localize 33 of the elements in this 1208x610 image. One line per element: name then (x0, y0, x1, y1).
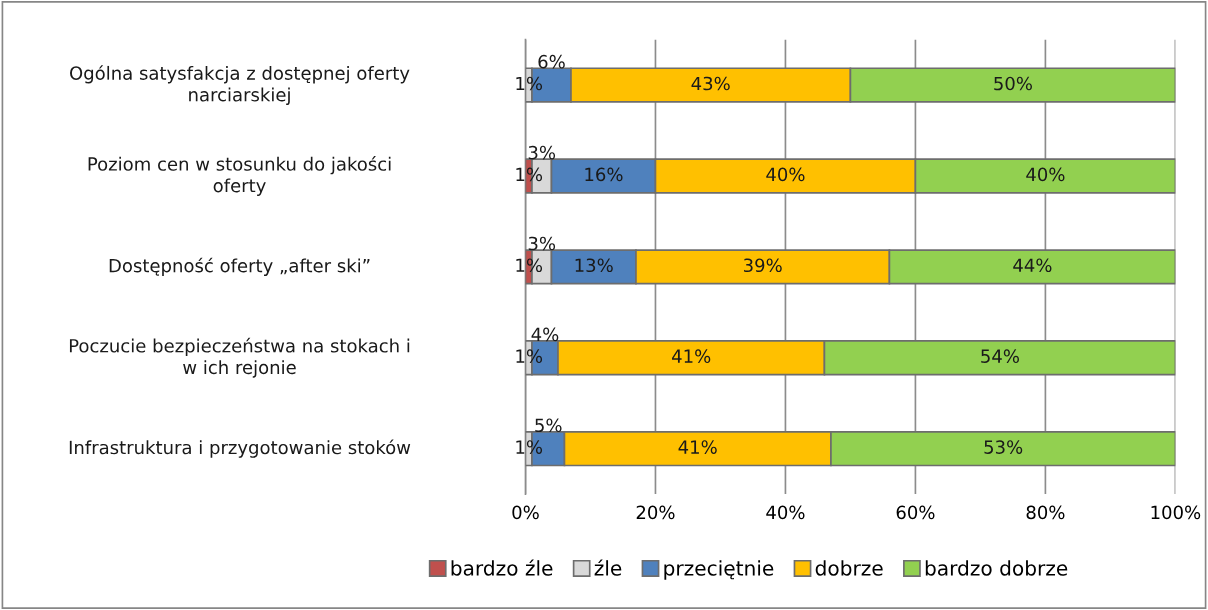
data-label: 40% (1026, 167, 1065, 182)
data-label: 13% (575, 258, 613, 273)
data-label: 41% (678, 440, 717, 454)
data-label: 4% (531, 327, 559, 342)
legend-label: bardzo źle (451, 559, 553, 576)
y-tick-label: Ogólna satysfakcja z dostępnej oferty narciarskiej (70, 65, 410, 105)
y-tick-label: Dostępność oferty „after ski” (109, 257, 370, 276)
data-label: 41% (672, 349, 711, 363)
data-label: 6% (538, 54, 565, 69)
data-label: 54% (981, 349, 1019, 363)
x-tick-label: 40% (766, 505, 805, 520)
data-label: 3% (528, 236, 556, 251)
y-tick-label: Poczucie bezpieczeństwa na stokach i w ich rejonie (69, 337, 410, 378)
data-label: 40% (766, 167, 805, 182)
data-label: 16% (585, 167, 623, 182)
x-tick-label: 100% (1151, 505, 1201, 520)
x-tick-label: 20% (636, 505, 675, 520)
x-tick-label: 60% (896, 505, 935, 520)
data-label: 43% (691, 76, 730, 91)
x-tick-label: 0% (512, 505, 539, 520)
data-label: 3% (528, 145, 556, 160)
legend-label: bardzo dobrze (925, 560, 1068, 576)
data-label: 5% (535, 418, 562, 433)
data-label: 53% (984, 440, 1023, 454)
data-label: 39% (744, 258, 782, 273)
y-tick-label: Poziom cen w stosunku do jakości oferty (88, 156, 391, 196)
legend-label: źle (594, 559, 622, 576)
x-tick-label: 80% (1026, 505, 1065, 520)
y-tick-label: Infrastruktura i przygotowanie stoków (69, 439, 411, 458)
legend-label: przeciętnie (664, 560, 774, 580)
data-label: 50% (994, 76, 1032, 91)
data-label: 44% (1013, 258, 1052, 273)
legend-label: dobrze (815, 560, 883, 576)
